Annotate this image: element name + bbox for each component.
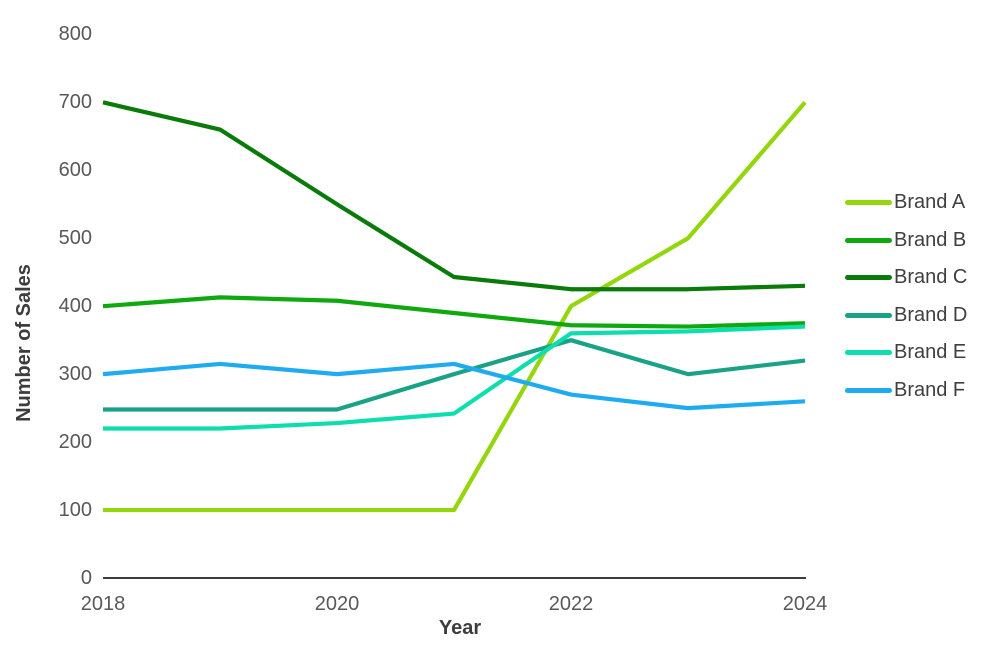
legend-swatch-icon — [845, 350, 892, 356]
y-tick-label-400: 400 — [58, 295, 92, 318]
series-line-brand-e — [103, 324, 806, 431]
legend-swatch-icon — [845, 275, 892, 281]
legend-item-brand-a: Brand A — [845, 184, 967, 222]
legend-item-brand-f: Brand F — [845, 372, 967, 410]
legend: Brand A Brand B Brand C Brand D Brand E Brand… — [845, 184, 967, 409]
legend-swatch-icon — [845, 387, 892, 393]
legend-item-brand-d: Brand D — [845, 297, 967, 335]
legend-label: Brand B — [894, 228, 967, 251]
series-line-brand-f — [102, 361, 806, 411]
legend-item-brand-c: Brand C — [845, 259, 967, 297]
x-tick-label-2024: 2024 — [782, 593, 828, 615]
y-axis-title: Number of Sales — [13, 264, 35, 422]
y-tick-label-200: 200 — [58, 431, 92, 454]
y-tick-label-300: 300 — [58, 363, 92, 386]
series-line-brand-c — [102, 100, 806, 292]
x-tick-label-2022: 2022 — [548, 593, 594, 615]
legend-item-brand-e: Brand E — [845, 334, 967, 372]
x-axis-title: Year — [438, 617, 482, 639]
y-tick-label-800: 800 — [58, 23, 92, 46]
legend-item-brand-b: Brand B — [845, 222, 967, 260]
legend-swatch-icon — [845, 237, 892, 243]
legend-label: Brand E — [894, 341, 967, 364]
legend-label: Brand D — [894, 303, 968, 326]
series-line-brand-b — [102, 295, 806, 329]
legend-label: Brand A — [894, 191, 966, 214]
legend-label: Brand C — [894, 266, 968, 289]
legend-swatch-icon — [845, 312, 892, 318]
legend-swatch-icon — [845, 200, 892, 206]
x-tick-label-2020: 2020 — [314, 593, 360, 615]
y-tick-label-0: 0 — [80, 567, 92, 589]
series-line-brand-a — [103, 100, 807, 513]
y-tick-label-600: 600 — [58, 159, 92, 182]
x-tick-label-2018: 2018 — [80, 593, 126, 615]
legend-label: Brand F — [894, 378, 966, 401]
y-tick-label-700: 700 — [58, 91, 92, 114]
series-line-brand-d — [103, 338, 806, 412]
y-tick-label-500: 500 — [58, 227, 92, 250]
y-tick-label-100: 100 — [58, 499, 92, 522]
